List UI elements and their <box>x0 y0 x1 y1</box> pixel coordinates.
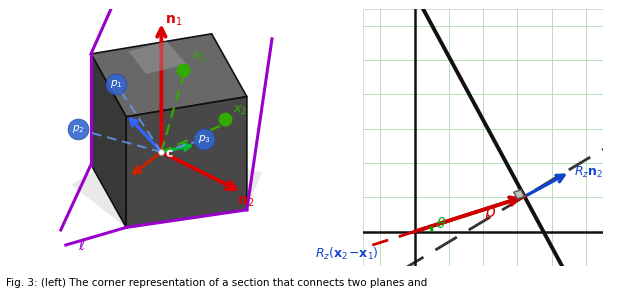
Polygon shape <box>514 190 525 199</box>
Text: $\ell$: $\ell$ <box>78 238 86 253</box>
Text: $p_1$: $p_1$ <box>110 78 122 90</box>
Text: $x_1$: $x_1$ <box>191 51 206 64</box>
Text: Fig. 3: (left) The corner representation of a section that connects two planes a: Fig. 3: (left) The corner representation… <box>6 277 428 288</box>
Text: $\theta$: $\theta$ <box>436 216 446 231</box>
Polygon shape <box>71 147 262 227</box>
Text: $\mathbf{c}$: $\mathbf{c}$ <box>165 147 173 160</box>
Polygon shape <box>91 34 247 117</box>
Polygon shape <box>91 54 126 227</box>
Polygon shape <box>126 97 247 227</box>
Polygon shape <box>129 41 186 74</box>
Text: $R_z\mathbf{n}_2$: $R_z\mathbf{n}_2$ <box>574 164 603 179</box>
Text: $p_2$: $p_2$ <box>72 123 84 135</box>
Text: $R_z(\mathbf{x}_2\!-\!\mathbf{x}_1)$: $R_z(\mathbf{x}_2\!-\!\mathbf{x}_1)$ <box>316 246 379 262</box>
Text: $\mathbf{n}_2$: $\mathbf{n}_2$ <box>237 195 254 209</box>
Text: $\mathbf{n}_1$: $\mathbf{n}_1$ <box>165 14 182 28</box>
Text: $x_2$: $x_2$ <box>233 104 248 117</box>
Text: $\rho$: $\rho$ <box>484 205 496 223</box>
Text: $p_3$: $p_3$ <box>198 134 211 145</box>
